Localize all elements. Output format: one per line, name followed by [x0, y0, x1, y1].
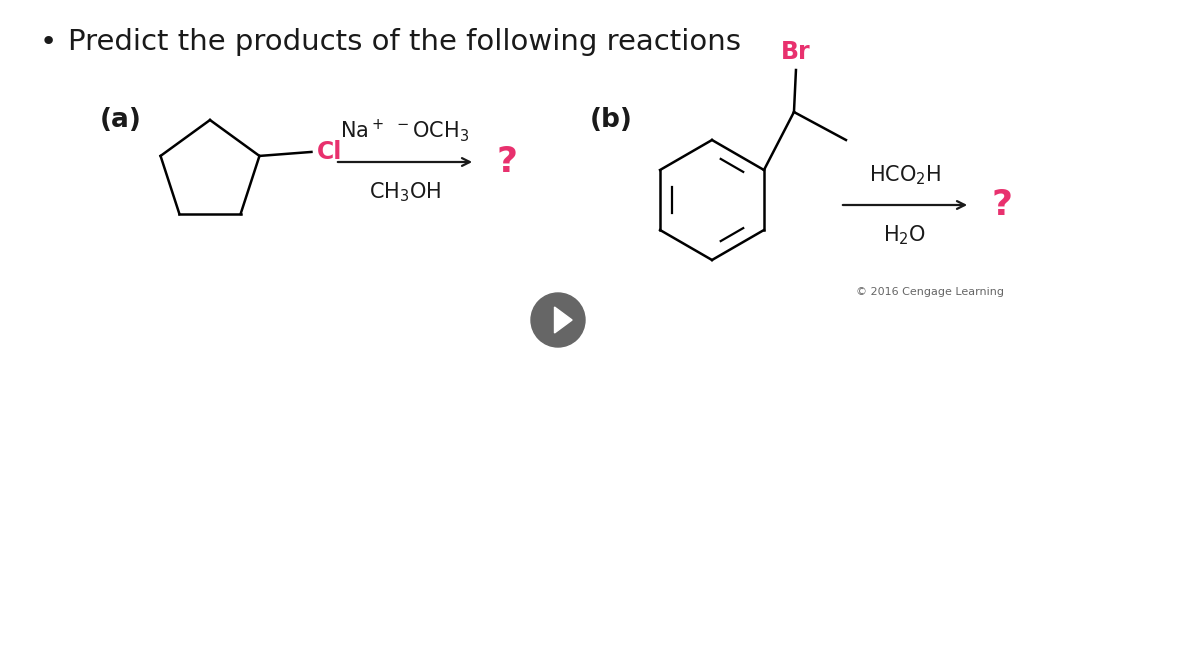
Text: Cl: Cl [317, 140, 342, 164]
Text: © 2016 Cengage Learning: © 2016 Cengage Learning [856, 287, 1004, 297]
Text: Predict the products of the following reactions: Predict the products of the following re… [67, 28, 741, 56]
Text: ?: ? [993, 188, 1013, 222]
Text: HCO$_2$H: HCO$_2$H [868, 163, 942, 187]
Text: ?: ? [497, 145, 518, 179]
Text: •: • [40, 28, 57, 56]
Text: (b): (b) [590, 107, 633, 133]
Text: CH$_3$OH: CH$_3$OH [369, 180, 441, 204]
Text: Br: Br [781, 40, 810, 64]
Polygon shape [555, 307, 573, 333]
Text: H$_2$O: H$_2$O [884, 223, 926, 246]
Circle shape [531, 293, 586, 347]
Text: Na$^+$ $^-$OCH$_3$: Na$^+$ $^-$OCH$_3$ [341, 117, 470, 144]
Text: (a): (a) [101, 107, 142, 133]
